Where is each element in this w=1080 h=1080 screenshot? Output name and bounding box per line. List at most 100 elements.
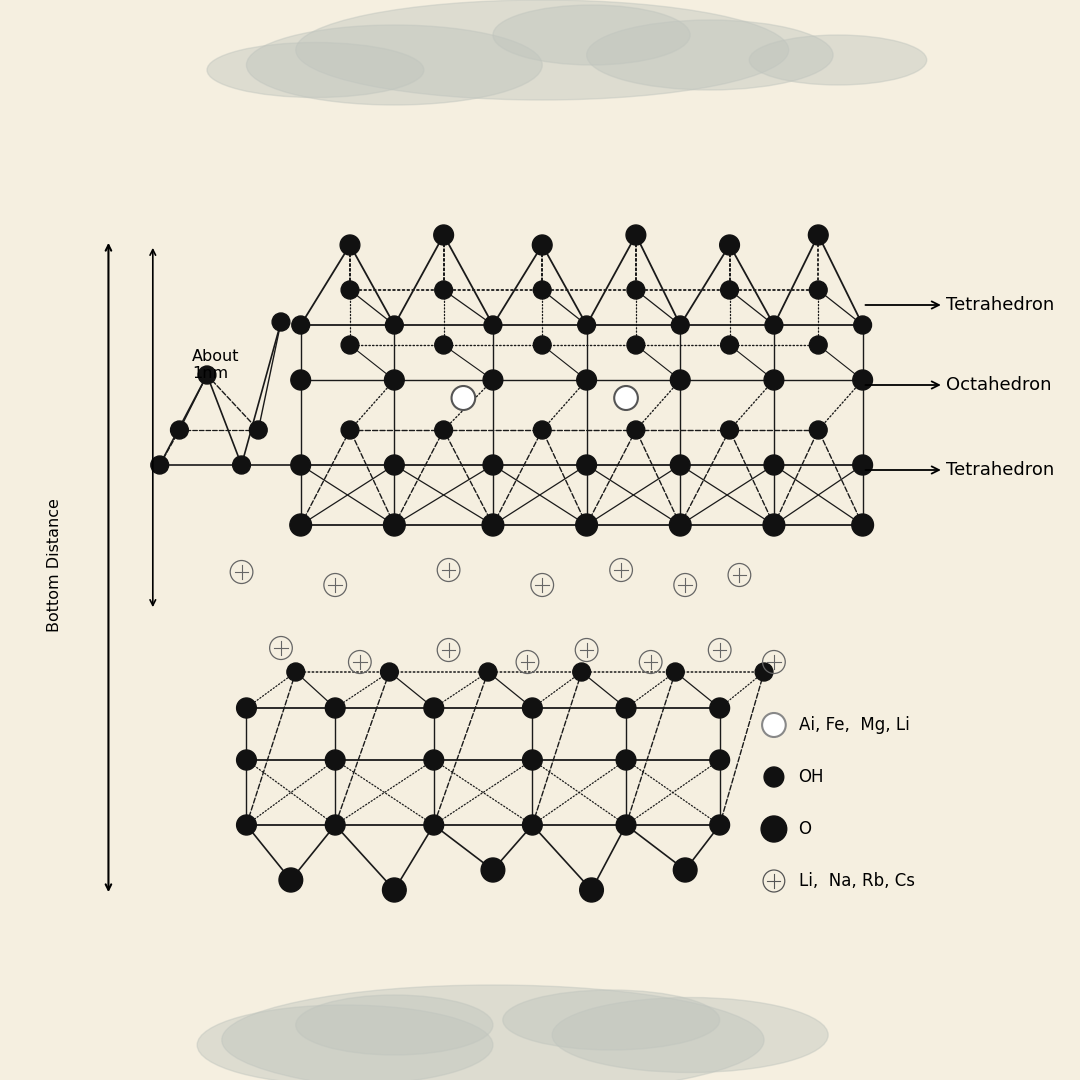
Circle shape <box>237 815 256 835</box>
Circle shape <box>764 514 785 536</box>
Circle shape <box>671 455 690 475</box>
Circle shape <box>386 316 403 334</box>
Circle shape <box>291 370 311 390</box>
Circle shape <box>484 316 502 334</box>
Circle shape <box>764 767 784 787</box>
Circle shape <box>279 868 302 892</box>
Circle shape <box>151 456 168 474</box>
Circle shape <box>762 713 786 737</box>
Circle shape <box>710 750 730 770</box>
Text: O: O <box>798 820 811 838</box>
Circle shape <box>435 421 453 438</box>
Circle shape <box>325 815 345 835</box>
Circle shape <box>764 455 784 475</box>
Circle shape <box>710 815 730 835</box>
Ellipse shape <box>296 0 788 100</box>
Circle shape <box>670 514 691 536</box>
Circle shape <box>237 698 256 718</box>
Circle shape <box>534 281 551 299</box>
Circle shape <box>577 370 596 390</box>
Circle shape <box>325 698 345 718</box>
Circle shape <box>424 815 444 835</box>
Circle shape <box>853 455 873 475</box>
Text: Tetrahedron: Tetrahedron <box>865 461 1055 480</box>
Circle shape <box>289 514 311 536</box>
Circle shape <box>272 313 289 330</box>
Circle shape <box>291 455 311 475</box>
Circle shape <box>341 336 359 354</box>
Circle shape <box>626 225 646 245</box>
Circle shape <box>576 514 597 536</box>
Text: Ai, Fe,  Mg, Li: Ai, Fe, Mg, Li <box>798 716 909 734</box>
Circle shape <box>198 366 216 384</box>
Circle shape <box>341 421 359 438</box>
Circle shape <box>720 421 739 438</box>
Circle shape <box>287 663 305 681</box>
Circle shape <box>720 281 739 299</box>
Circle shape <box>325 750 345 770</box>
Circle shape <box>382 878 406 902</box>
Circle shape <box>534 336 551 354</box>
Circle shape <box>424 698 444 718</box>
Circle shape <box>853 370 873 390</box>
Circle shape <box>617 698 636 718</box>
Circle shape <box>627 336 645 354</box>
Circle shape <box>572 663 591 681</box>
Circle shape <box>435 281 453 299</box>
Circle shape <box>384 455 404 475</box>
Circle shape <box>480 663 497 681</box>
Circle shape <box>617 750 636 770</box>
Circle shape <box>578 316 595 334</box>
Text: About
1nm: About 1nm <box>192 349 240 381</box>
Circle shape <box>237 750 256 770</box>
Circle shape <box>720 336 739 354</box>
Ellipse shape <box>586 21 833 90</box>
Circle shape <box>672 316 689 334</box>
Circle shape <box>383 514 405 536</box>
Circle shape <box>249 421 267 438</box>
Ellipse shape <box>552 998 828 1072</box>
Circle shape <box>809 281 827 299</box>
Circle shape <box>764 370 784 390</box>
Circle shape <box>532 235 552 255</box>
Ellipse shape <box>503 990 719 1050</box>
Circle shape <box>384 370 404 390</box>
Circle shape <box>451 386 475 410</box>
Ellipse shape <box>246 25 542 105</box>
Circle shape <box>719 235 740 255</box>
Circle shape <box>340 235 360 255</box>
Text: Li,  Na, Rb, Cs: Li, Na, Rb, Cs <box>798 872 915 890</box>
Circle shape <box>380 663 399 681</box>
Circle shape <box>671 370 690 390</box>
Circle shape <box>483 455 503 475</box>
Text: Bottom Distance: Bottom Distance <box>46 498 62 632</box>
Circle shape <box>615 386 638 410</box>
Ellipse shape <box>221 985 764 1080</box>
Circle shape <box>292 316 310 334</box>
Circle shape <box>580 878 604 902</box>
Circle shape <box>854 316 872 334</box>
Text: Tetrahedron: Tetrahedron <box>865 296 1055 314</box>
Circle shape <box>666 663 685 681</box>
Circle shape <box>673 858 697 882</box>
Circle shape <box>627 421 645 438</box>
Circle shape <box>534 421 551 438</box>
Ellipse shape <box>492 5 690 65</box>
Circle shape <box>523 750 542 770</box>
Circle shape <box>809 421 827 438</box>
Circle shape <box>755 663 773 681</box>
Circle shape <box>171 421 188 438</box>
Circle shape <box>481 858 504 882</box>
Circle shape <box>577 455 596 475</box>
Circle shape <box>617 815 636 835</box>
Circle shape <box>435 336 453 354</box>
Circle shape <box>482 514 503 536</box>
Ellipse shape <box>296 995 492 1055</box>
Circle shape <box>809 225 828 245</box>
Circle shape <box>341 281 359 299</box>
Ellipse shape <box>750 35 927 85</box>
Ellipse shape <box>198 1005 492 1080</box>
Text: Octahedron: Octahedron <box>865 376 1052 394</box>
Circle shape <box>523 698 542 718</box>
Circle shape <box>627 281 645 299</box>
